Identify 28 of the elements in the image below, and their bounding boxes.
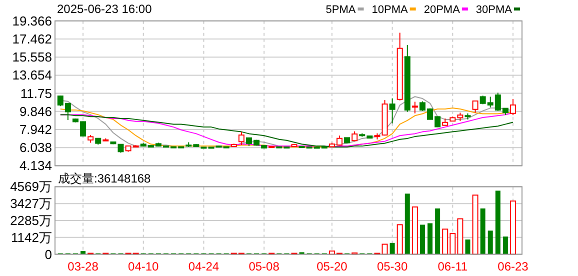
y-tick-label: 1142万: [11, 230, 52, 245]
y-tick-label: 13.654: [12, 68, 52, 83]
y-tick-label: 15.558: [12, 50, 52, 65]
chart-title: 2025-06-23 16:00: [57, 2, 152, 16]
x-tick-label: 05-20: [316, 259, 348, 274]
x-tick-label: 06-11: [438, 259, 468, 274]
y-tick-label: 4.134: [19, 158, 52, 174]
y-tick-label: 3427万: [10, 196, 52, 212]
x-tick-label: 06-23: [498, 259, 529, 274]
y-tick-label: 2285万: [10, 212, 52, 228]
y-tick-label: 4569万: [10, 179, 52, 194]
y-tick-label: 17.462: [12, 32, 52, 46]
y-tick-label: 9.846: [19, 104, 52, 119]
text: 成交量:36148168: [58, 172, 152, 186]
legend-label: 20PMA: [424, 4, 461, 16]
x-tick-label: 04-10: [128, 259, 160, 274]
x-tick-label: 05-08: [248, 259, 280, 274]
y-tick-label: 0: [44, 246, 52, 262]
x-tick-label: 05-30: [376, 259, 408, 274]
legend-label: 5PMA: [326, 4, 356, 16]
y-tick-label: 11.75: [20, 86, 52, 101]
y-tick-label: 6.038: [19, 140, 52, 156]
y-tick-label: 19.366: [12, 13, 52, 28]
legend-label: 30PMA: [476, 4, 513, 16]
x-tick-label: 03-28: [68, 259, 99, 274]
x-tick-label: 04-24: [188, 259, 220, 274]
legend-label: 10PMA: [372, 4, 408, 16]
y-tick-label: 7.942: [19, 122, 52, 137]
